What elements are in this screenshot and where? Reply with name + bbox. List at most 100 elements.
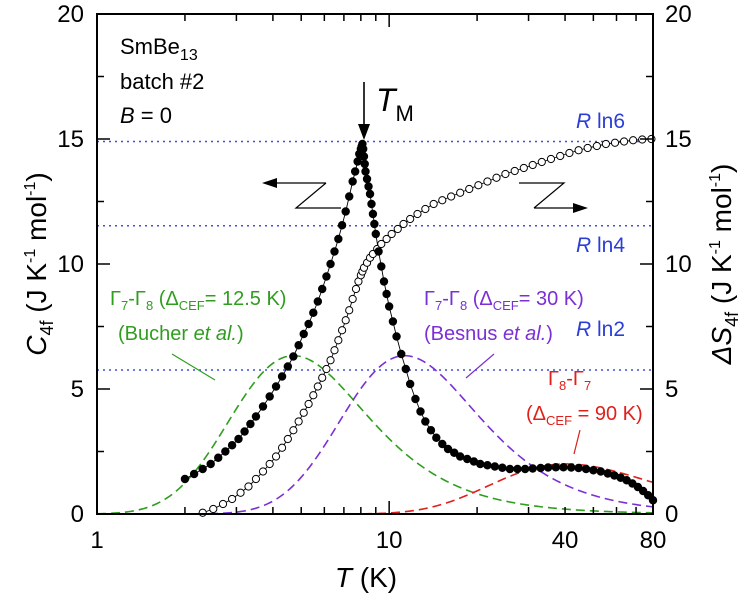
x-axis-label: T (K) [335, 562, 397, 593]
left-axis-arrow [262, 178, 341, 209]
specific-heat-point [294, 341, 303, 350]
entropy-point [209, 504, 218, 514]
entropy-point [429, 199, 438, 209]
specific-heat-point [543, 463, 553, 472]
entropy-point [345, 306, 354, 315]
x-tick-label: 80 [640, 527, 667, 554]
specific-heat-point [397, 349, 406, 359]
specific-heat-point [432, 433, 441, 442]
entropy-point [592, 141, 601, 151]
entropy-point [289, 426, 298, 435]
specific-heat-point [370, 219, 379, 229]
specific-heat-point [603, 469, 612, 478]
specific-heat-point [379, 277, 389, 286]
entropy-point [528, 160, 537, 170]
model-curve-2 [97, 463, 654, 515]
right-axis-arrow [519, 182, 588, 213]
entropy-point [447, 192, 456, 201]
entropy-point [465, 184, 474, 194]
specific-heat-point [426, 426, 436, 435]
y-left-tick-label: 10 [57, 251, 84, 278]
entropy-point [619, 137, 629, 146]
specific-heat-point [309, 308, 318, 317]
entropy-point [519, 163, 528, 173]
specific-heat-point [490, 462, 500, 471]
y-right-tick-label: 5 [665, 376, 678, 403]
specific-heat-point [299, 329, 308, 339]
entropy-point [399, 219, 408, 229]
specific-heat-point [251, 412, 261, 421]
entropy-point [629, 136, 638, 145]
specific-heat-point [234, 434, 243, 444]
specific-heat-point [289, 352, 298, 361]
specific-heat-point [364, 182, 373, 191]
specific-heat-point [362, 174, 372, 184]
entropy-point [258, 467, 268, 476]
ref-label-ln4: R ln4 [576, 234, 625, 257]
ref-label-ln2: R ln2 [576, 318, 625, 341]
specific-heat-point [505, 464, 515, 474]
entropy-point [271, 452, 281, 461]
specific-heat-point [283, 362, 293, 371]
entropy-point [265, 459, 274, 469]
entropy-point [309, 391, 318, 400]
specific-heat-point [326, 259, 335, 269]
svg-text:(Bucher et al.): (Bucher et al.) [118, 323, 244, 345]
specific-heat-point [438, 439, 447, 449]
entropy-point [456, 188, 465, 197]
specific-heat-point [476, 459, 485, 469]
model-curve-0 [96, 354, 654, 515]
entropy-point [313, 382, 322, 391]
specific-heat-point [574, 463, 583, 473]
entropy-point [277, 443, 287, 452]
specific-heat-point [551, 463, 561, 472]
specific-heat-point [536, 463, 545, 473]
specific-heat-point [382, 289, 391, 299]
specific-heat-point [240, 427, 249, 436]
specific-heat-point [271, 382, 281, 391]
entropy-point [537, 157, 546, 167]
specific-heat-point [581, 464, 591, 474]
entropy-point [413, 209, 422, 219]
entropy-point [510, 166, 519, 176]
entropy-point [546, 154, 556, 164]
svg-text:Γ7-Γ8 (ΔCEF= 12.5 K): Γ7-Γ8 (ΔCEF= 12.5 K) [110, 288, 286, 313]
entropy-point [483, 177, 492, 186]
axis-ticks [96, 13, 654, 515]
specific-heat-point [318, 284, 327, 294]
ref-label-ln6: R ln6 [576, 110, 625, 133]
specific-heat-point [198, 464, 207, 474]
y-left-tick-label: 20 [57, 1, 84, 28]
entropy-point [330, 346, 339, 355]
entropy-point [574, 146, 583, 155]
specific-heat-point [180, 474, 190, 484]
specific-heat-point [567, 463, 576, 472]
specific-heat-point [277, 372, 287, 381]
entropy-point [337, 326, 347, 335]
entropy-point [421, 204, 430, 214]
specific-heat-point [322, 272, 331, 281]
entropy-point [556, 151, 565, 161]
specific-heat-point [353, 157, 362, 166]
entropy-point [377, 239, 386, 249]
specific-heat-point [384, 302, 394, 311]
y-right-tick-label: 0 [665, 501, 678, 528]
svg-text:(ΔCEF = 90 K): (ΔCEF = 90 K) [526, 403, 643, 428]
sample-batch: batch #2 [120, 69, 204, 94]
specific-heat-point [337, 221, 347, 230]
specific-heat-point [365, 189, 375, 199]
specific-heat-point [246, 419, 255, 429]
model-label-g8g7: Γ8-Γ7 (ΔCEF = 90 K) [526, 368, 643, 455]
specific-heat-point [388, 317, 398, 326]
entropy-point [318, 373, 327, 382]
entropy-point [406, 214, 415, 224]
entropy-point [583, 143, 592, 153]
specific-heat-point [463, 454, 472, 464]
entropy-point [601, 139, 611, 149]
specific-heat-point [421, 417, 430, 426]
specific-heat-point [189, 469, 199, 479]
x-tick-label: 40 [552, 527, 579, 554]
entropy-points [198, 134, 656, 517]
